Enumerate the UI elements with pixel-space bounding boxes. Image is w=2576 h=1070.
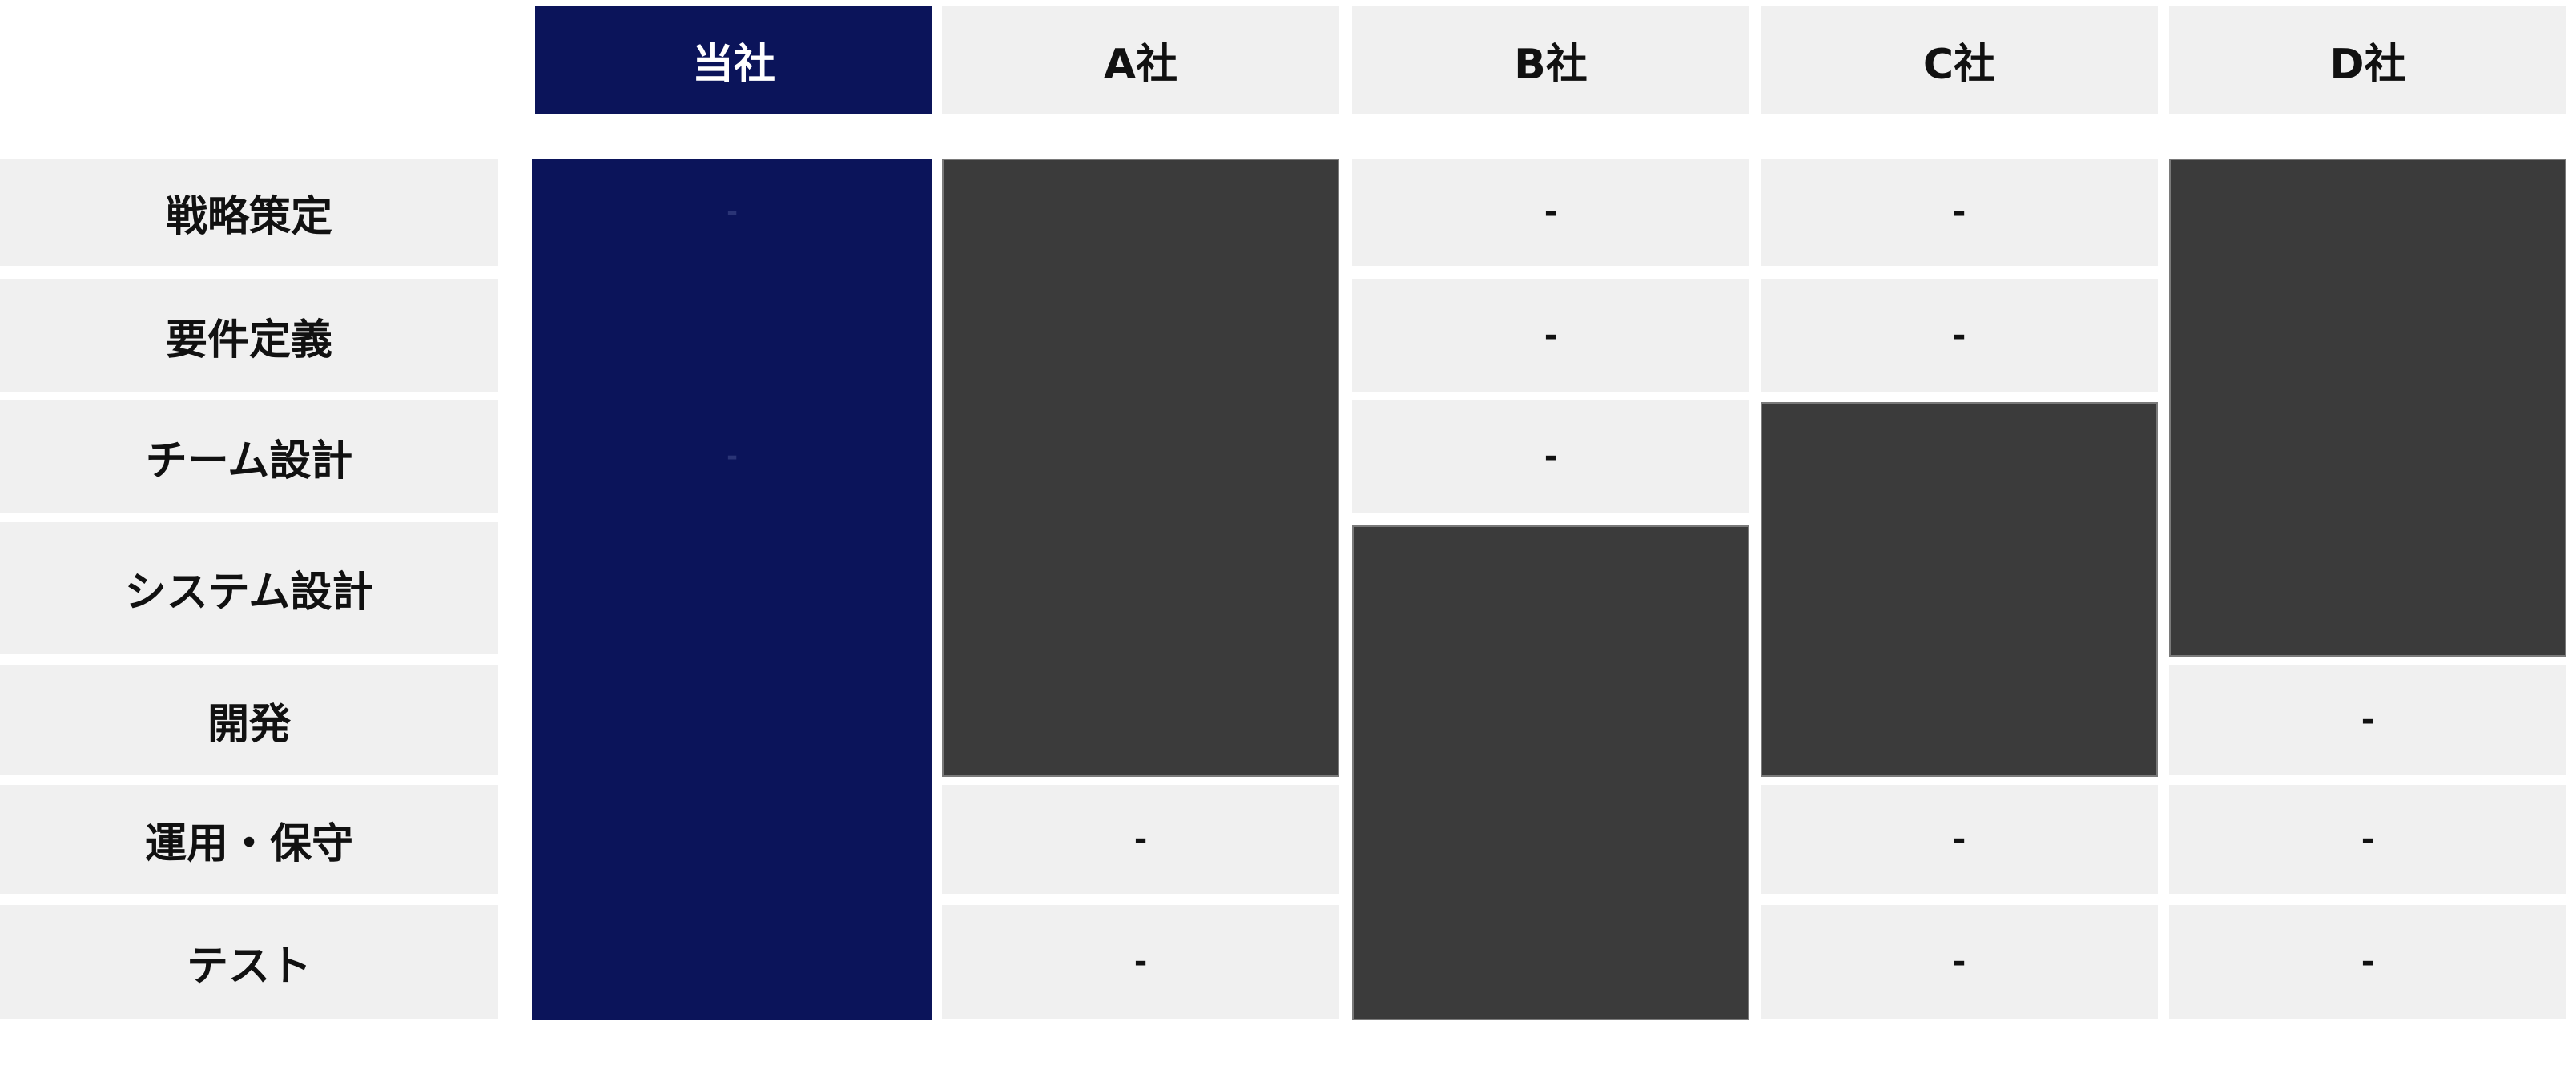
empty-cell: - — [1352, 400, 1749, 513]
row-label: 要件定義 — [0, 279, 498, 392]
empty-cell: - — [1761, 159, 2158, 266]
empty-cell: - — [1352, 279, 1749, 392]
empty-cell: - — [2169, 905, 2566, 1019]
empty-cell: - — [942, 905, 1339, 1019]
coverage-block-b — [1352, 525, 1749, 1020]
empty-cell: - — [1352, 159, 1749, 266]
own-column-marker: - — [726, 440, 739, 473]
row-label: 開発 — [0, 665, 498, 775]
row-label: 運用・保守 — [0, 785, 498, 894]
row-label: 戦略策定 — [0, 159, 498, 266]
column-header-b: B社 — [1352, 6, 1749, 114]
row-label: テスト — [0, 905, 498, 1019]
empty-cell: - — [1761, 785, 2158, 894]
column-header-c: C社 — [1761, 6, 2158, 114]
coverage-block-c — [1761, 402, 2158, 777]
coverage-block-a — [942, 159, 1339, 777]
own-company-column: -- — [532, 159, 932, 1020]
own-column-marker: - — [726, 196, 739, 228]
empty-cell: - — [942, 785, 1339, 894]
empty-cell: - — [2169, 785, 2566, 894]
empty-cell: - — [1761, 279, 2158, 392]
empty-cell: - — [2169, 665, 2566, 775]
column-header-own: 当社 — [535, 6, 932, 114]
column-header-d: D社 — [2169, 6, 2566, 114]
column-header-a: A社 — [942, 6, 1339, 114]
empty-cell: - — [1761, 905, 2158, 1019]
row-label: システム設計 — [0, 522, 498, 654]
coverage-block-d — [2169, 159, 2566, 657]
row-label: チーム設計 — [0, 400, 498, 513]
